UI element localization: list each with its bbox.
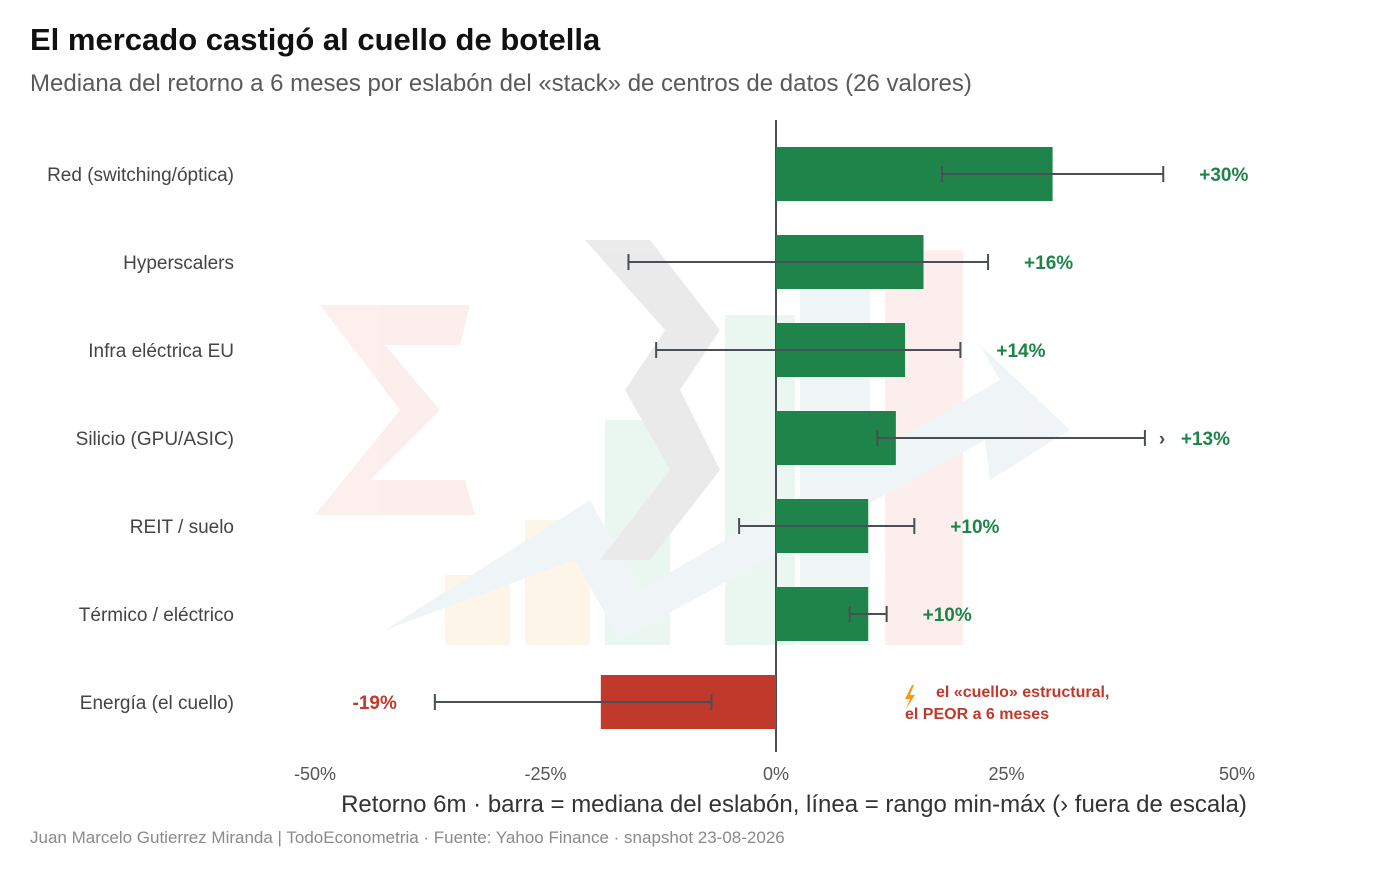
value-label: +13% (1181, 429, 1230, 450)
x-tick-label: 50% (1219, 764, 1255, 784)
x-tick-label: 0% (763, 764, 789, 784)
category-label: Térmico / eléctrico (79, 605, 234, 626)
value-label: +14% (996, 341, 1045, 362)
value-label: +16% (1024, 253, 1073, 274)
category-label: Energía (el cuello) (80, 693, 234, 714)
category-label: REIT / suelo (130, 517, 234, 538)
category-label: Infra eléctrica EU (88, 341, 234, 362)
chart-subtitle: Mediana del retorno a 6 meses por eslabó… (30, 70, 972, 97)
annotation-line-1: el «cuello» estructural, (936, 684, 1109, 701)
value-label: +30% (1199, 165, 1248, 186)
x-axis-label: Retorno 6m · barra = mediana del eslabón… (341, 791, 1247, 818)
chart-caption: Juan Marcelo Gutierrez Miranda | TodoEco… (30, 828, 785, 847)
value-label: +10% (923, 605, 972, 626)
plot-area: Red (switching/óptica) +30% Hyperscalers +1… (47, 120, 1255, 818)
x-tick-label: 25% (988, 764, 1024, 784)
lightning-icon (905, 685, 915, 709)
value-label: +10% (950, 517, 999, 538)
annotation-line-2: el PEOR a 6 meses (905, 706, 1049, 723)
chart-title: El mercado castigó al cuello de botella (30, 22, 601, 57)
bar (776, 411, 896, 465)
category-label: Red (switching/óptica) (47, 165, 234, 186)
watermark-logo (315, 240, 1070, 645)
x-tick-label: -25% (524, 764, 566, 784)
category-label: Hyperscalers (123, 253, 234, 274)
category-label: Silicio (GPU/ASIC) (76, 429, 234, 450)
x-tick-label: -50% (294, 764, 336, 784)
out-of-scale-marker: › (1159, 429, 1165, 450)
value-label: -19% (353, 693, 397, 714)
